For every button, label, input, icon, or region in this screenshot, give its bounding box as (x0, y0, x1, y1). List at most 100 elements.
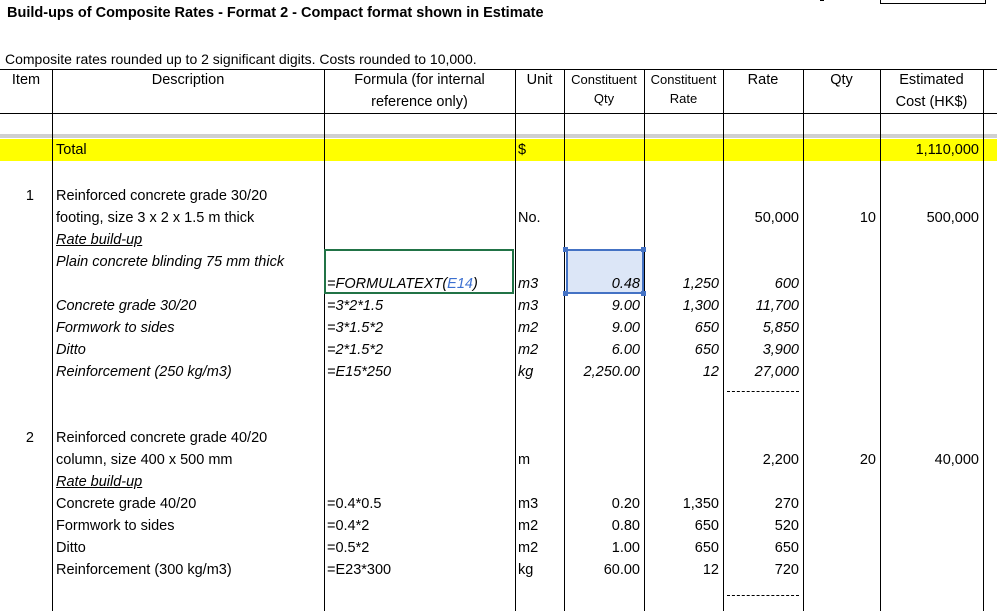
item-1-row-5-crate: 650 (694, 342, 719, 358)
item-1-row-5-unit: m2 (518, 342, 539, 358)
cell-edge-mark (820, 0, 824, 1)
item-1-row-5-rate: 3,900 (762, 342, 799, 358)
header-formula-2: reference only) (371, 94, 468, 110)
item-1-row-3-formula: =3*2*1.5 (327, 298, 384, 314)
header-qty: Qty (830, 72, 853, 88)
item-2-row-3-formula: =0.5*2 (327, 540, 370, 556)
header-cost-2: Cost (HK$) (895, 94, 968, 110)
item-2-row-4-rate: 720 (774, 562, 799, 578)
item-2-number: 2 (25, 430, 34, 446)
range-handle[interactable] (641, 247, 646, 252)
item-2-desc-line2: column, size 400 x 500 mm (56, 452, 233, 468)
item-1-row-3-cqty: 9.00 (611, 298, 640, 314)
item-2-row-1-formula: =0.4*0.5 (327, 496, 382, 512)
item-1-rate: 50,000 (754, 210, 799, 226)
item-1-row-6-formula: =E15*250 (327, 364, 392, 380)
referenced-cell-highlight[interactable] (566, 249, 644, 294)
item-2-row-3-desc: Ditto (56, 540, 86, 556)
item-2-desc-line1: Reinforced concrete grade 40/20 (56, 430, 268, 446)
item-2-row-4-unit: kg (518, 562, 534, 578)
header-top-border (0, 69, 997, 70)
item-1-desc-line2: footing, size 3 x 2 x 1.5 m thick (56, 210, 255, 226)
header-constituent-rate-2: Rate (669, 91, 698, 106)
total-cost: 1,110,000 (915, 142, 979, 158)
item-1-cost: 500,000 (926, 210, 979, 226)
header-constituent-rate-1: Constituent (650, 72, 717, 87)
item-1-row-1-desc: Plain concrete blinding 75 mm thick (56, 254, 285, 270)
header-rate: Rate (747, 72, 779, 88)
item-1-row-2-formula[interactable]: =FORMULATEXT(E14) (327, 276, 478, 292)
item-2-row-4-formula: =E23*300 (327, 562, 392, 578)
item-1-row-3-unit: m3 (518, 298, 539, 314)
item-1-row-2-crate: 1,250 (682, 276, 719, 292)
col-border (723, 69, 724, 611)
item-2-row-2-cqty: 0.80 (611, 518, 640, 534)
header-description: Description (151, 72, 225, 88)
item-2-row-3-crate: 650 (694, 540, 719, 556)
item-2-row-2-rate: 520 (774, 518, 799, 534)
range-handle[interactable] (563, 247, 568, 252)
item-1-rate-buildup-label: Rate build-up (56, 232, 143, 248)
col-border (515, 69, 516, 611)
item-1-row-5-desc: Ditto (56, 342, 86, 358)
header-separator (0, 134, 997, 138)
item-1-row-2-unit: m3 (518, 276, 539, 292)
item-1-unit: No. (518, 210, 541, 226)
item-1-row-4-formula: =3*1.5*2 (327, 320, 384, 336)
item-1-row-6-unit: kg (518, 364, 534, 380)
header-constituent-qty-2: Qty (593, 91, 615, 106)
range-handle[interactable] (641, 291, 646, 296)
active-cell-border[interactable] (324, 249, 514, 294)
item-1-row-4-desc: Formwork to sides (56, 320, 175, 336)
item-1-row-6-rate: 27,000 (754, 364, 799, 380)
header-unit: Unit (526, 72, 553, 88)
item-2-row-4-desc: Reinforcement (300 kg/m3) (56, 562, 232, 578)
item-1-row-2-cqty: 0.48 (611, 276, 640, 292)
item-1-row-4-crate: 650 (694, 320, 719, 336)
subtotal-dash-line (727, 595, 799, 596)
item-2-row-3-cqty: 1.00 (611, 540, 640, 556)
col-border (324, 69, 325, 611)
item-1-row-4-rate: 5,850 (762, 320, 799, 336)
item-2-row-1-rate: 270 (774, 496, 799, 512)
item-2-row-4-cqty: 60.00 (603, 562, 640, 578)
item-1-row-4-unit: m2 (518, 320, 539, 336)
item-1-number: 1 (25, 188, 34, 204)
item-2-row-3-rate: 650 (774, 540, 799, 556)
item-1-row-2-rate: 600 (774, 276, 799, 292)
header-constituent-qty-1: Constituent (571, 72, 637, 87)
item-1-row-3-rate: 11,700 (755, 298, 799, 314)
header-item: Item (11, 72, 41, 88)
total-label: Total (56, 142, 87, 158)
item-2-row-1-unit: m3 (518, 496, 539, 512)
col-border (880, 69, 881, 611)
total-row-highlight (0, 139, 997, 161)
subtotal-dash-line (727, 391, 799, 392)
item-2-row-1-desc: Concrete grade 40/20 (56, 496, 197, 512)
item-1-row-6-cqty: 2,250.00 (583, 364, 640, 380)
header-bottom-border (0, 113, 997, 114)
item-1-row-3-crate: 1,300 (682, 298, 719, 314)
sheet-title: Build-ups of Composite Rates - Format 2 … (7, 5, 544, 21)
cell-edge-mark (880, 0, 986, 4)
rounding-note: Composite rates rounded up to 2 signific… (5, 51, 477, 67)
header-cost-1: Estimated (899, 72, 964, 88)
col-border (564, 69, 565, 611)
item-2-row-3-unit: m2 (518, 540, 539, 556)
item-2-row-4-crate: 12 (702, 562, 719, 578)
item-1-row-5-formula: =2*1.5*2 (327, 342, 384, 358)
col-border (52, 69, 53, 611)
item-2-qty: 20 (859, 452, 876, 468)
item-2-rate: 2,200 (762, 452, 799, 468)
item-1-row-4-cqty: 9.00 (611, 320, 640, 336)
range-handle[interactable] (563, 291, 568, 296)
item-2-row-2-desc: Formwork to sides (56, 518, 175, 534)
item-2-unit: m (518, 452, 531, 468)
col-border (983, 69, 984, 611)
header-formula-1: Formula (for internal (354, 72, 485, 88)
item-2-cost: 40,000 (934, 452, 979, 468)
item-1-desc-line1: Reinforced concrete grade 30/20 (56, 188, 268, 204)
item-1-row-6-desc: Reinforcement (250 kg/m3) (56, 364, 232, 380)
item-2-row-2-crate: 650 (694, 518, 719, 534)
col-border (803, 69, 804, 611)
